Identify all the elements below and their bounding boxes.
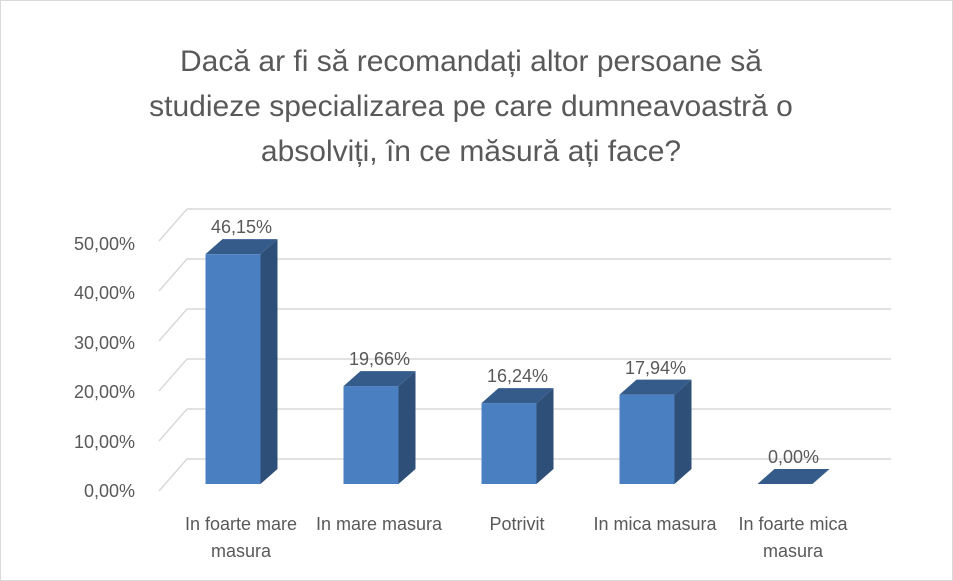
x-tick-label: In mica masura — [593, 514, 717, 534]
bar-face — [536, 388, 554, 484]
bar — [619, 379, 692, 484]
bar-face — [619, 379, 692, 395]
bar-face — [398, 371, 416, 484]
bar-face — [260, 239, 278, 484]
bar — [205, 239, 278, 484]
bar — [343, 371, 416, 484]
bar-face — [205, 254, 261, 484]
y-tick-label: 50,00% — [73, 234, 135, 254]
grid-line — [158, 208, 891, 242]
y-tick-label: 10,00% — [73, 431, 135, 452]
value-label: 19,66% — [348, 349, 411, 370]
bar-face — [674, 379, 692, 484]
value-label: 0,00% — [767, 447, 820, 467]
x-tick-label: Potrivit — [489, 514, 545, 534]
y-tick-label: 20,00% — [73, 382, 135, 403]
x-tick-label: In foarte mica masura — [738, 514, 848, 561]
y-tick-label: 40,00% — [73, 283, 135, 304]
x-tick-label: In foarte mare masura — [184, 514, 298, 561]
bar-face — [481, 403, 537, 484]
value-label: 46,15% — [210, 217, 273, 238]
grid-line — [158, 358, 891, 392]
y-tick-label: 0,00% — [83, 481, 135, 501]
chart-title: Dacă ar fi să recomandați altor persoane… — [149, 45, 793, 168]
bar-face — [205, 239, 278, 255]
x-tick-label: In mare masura — [315, 514, 443, 534]
bar — [757, 469, 830, 484]
y-tick-label: 30,00% — [73, 332, 135, 353]
bar-face — [343, 386, 399, 484]
value-label: 17,94% — [624, 357, 687, 378]
bar — [481, 388, 554, 484]
bar-face — [619, 394, 675, 484]
bar-face — [757, 469, 830, 484]
bar-face — [343, 371, 416, 387]
bar-face — [481, 388, 554, 404]
grid-line — [158, 258, 891, 292]
grid-line — [158, 308, 891, 342]
value-label: 16,24% — [486, 366, 549, 387]
